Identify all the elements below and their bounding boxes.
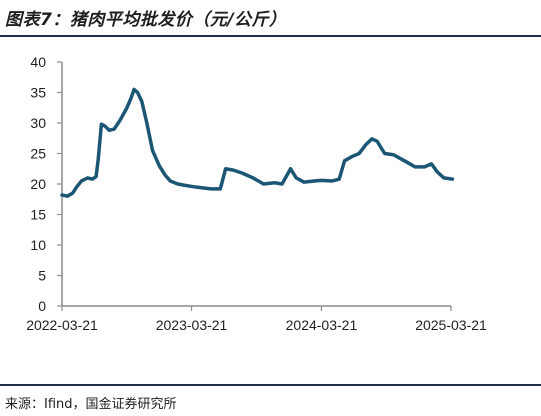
y-tick-label-4: 20	[30, 176, 46, 192]
chart-axes	[61, 62, 451, 307]
y-tick-label-2: 10	[30, 237, 46, 253]
y-tick-label-8: 40	[30, 54, 46, 70]
y-tick-label-6: 30	[30, 115, 46, 131]
figure-title: 图表7：猪肉平均批发价（元/公斤）	[5, 10, 287, 30]
y-tick-label-0: 0	[38, 298, 46, 314]
series-layer	[60, 87, 455, 198]
x-tick-label-1: 2023-03-21	[156, 317, 228, 333]
y-tick-label-1: 5	[38, 268, 46, 284]
y-ticks: 0 5 10 15 20 25 30 35 40	[30, 54, 62, 314]
title-rule	[0, 35, 541, 37]
y-tick-label-3: 15	[30, 207, 46, 223]
y-tick-label-5: 25	[30, 146, 46, 162]
y-tick-label-7: 35	[30, 85, 46, 101]
series-line-0	[60, 87, 455, 198]
x-tick-label-2: 2024-03-21	[286, 317, 358, 333]
source-rule	[0, 384, 541, 386]
x-ticks: 2022-03-21 2023-03-21 2024-03-21 2025-03-21	[26, 306, 487, 333]
x-tick-label-0: 2022-03-21	[26, 317, 98, 333]
source-note: 来源：Ifind，国金证券研究所	[5, 397, 177, 412]
x-tick-label-3: 2025-03-21	[415, 317, 487, 333]
